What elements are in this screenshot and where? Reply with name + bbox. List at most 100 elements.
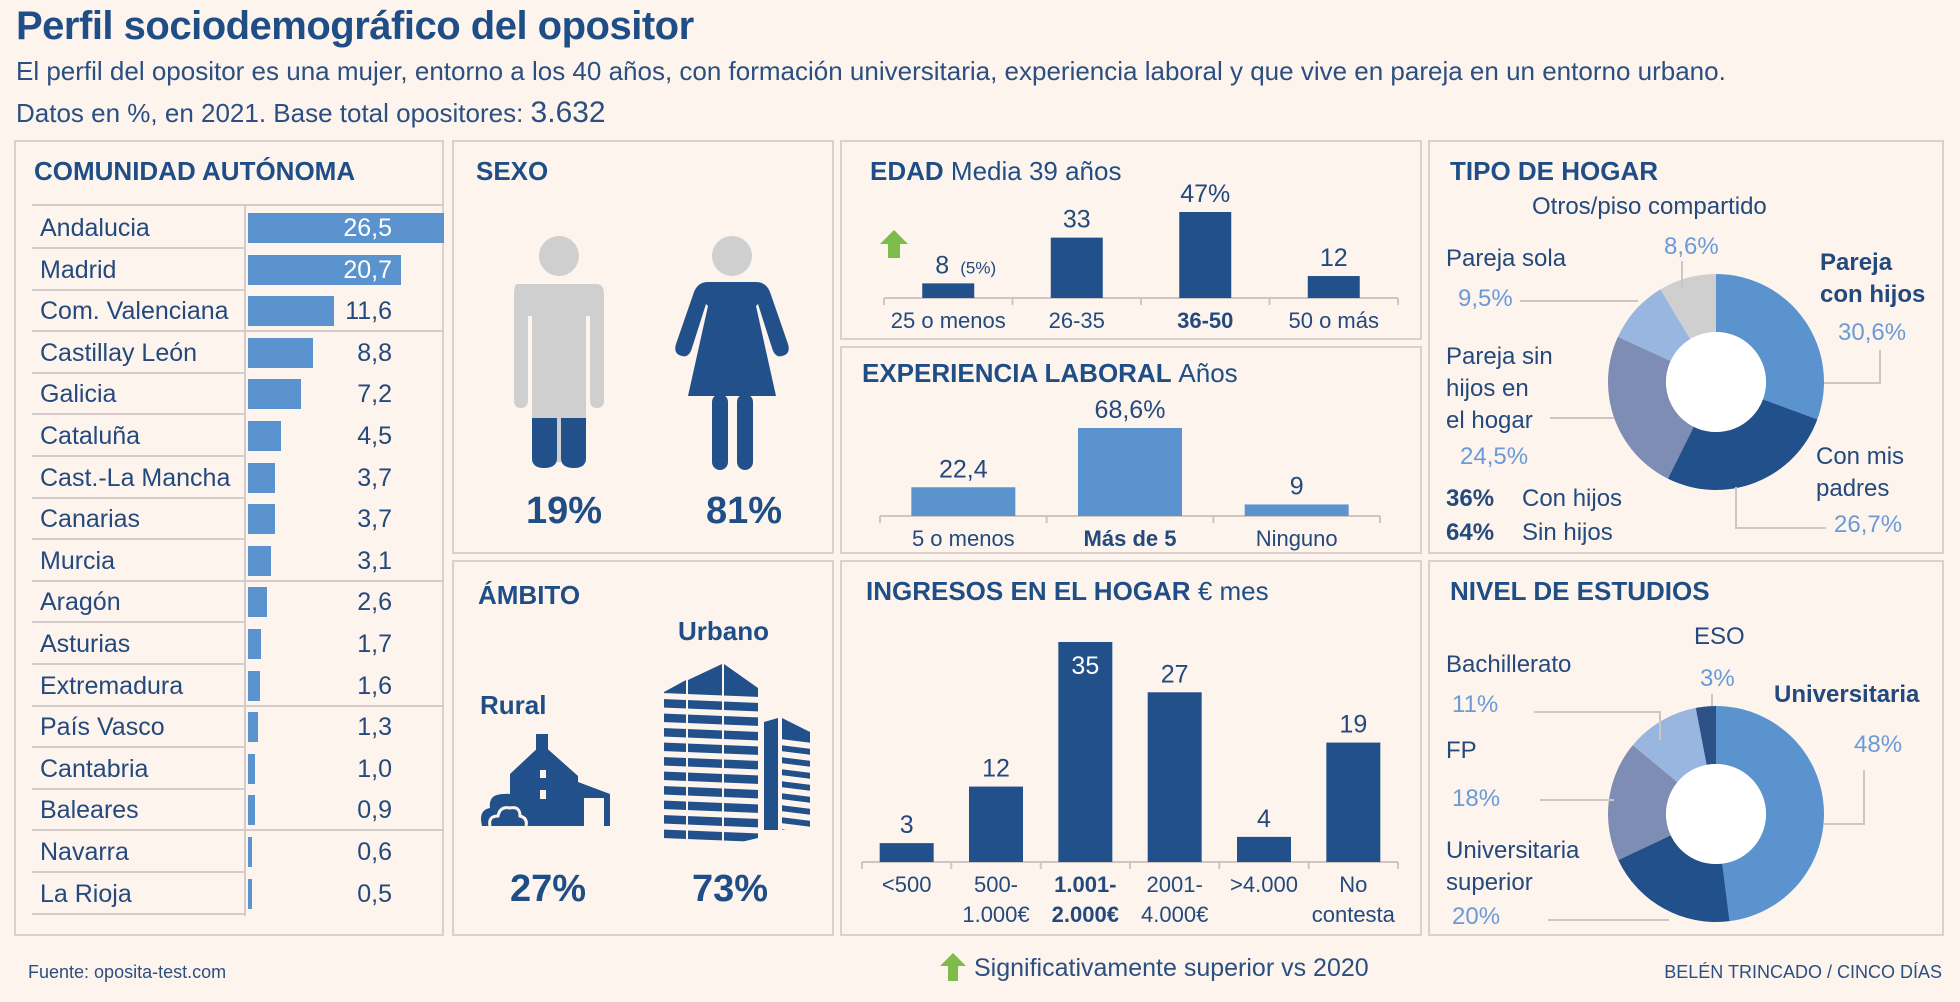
region-bar <box>248 670 260 701</box>
data-label: 19 <box>1339 711 1367 739</box>
divider <box>32 621 244 624</box>
experiencia-chart: 22,4 5 o menos 68,6% Más de 5 9 Ninguno <box>879 396 1381 551</box>
slice-name: Bachillerato <box>1446 651 1571 678</box>
data-note: Datos en %, en 2021. Base total opositor… <box>16 96 606 130</box>
pie-slice <box>1667 399 1818 490</box>
region-name: Canarias <box>40 505 141 534</box>
summary-percent: 36% <box>1446 485 1494 512</box>
divider <box>32 413 244 416</box>
region-bar <box>248 462 276 493</box>
panel-title: ÁMBITO <box>478 580 581 610</box>
bar <box>969 786 1023 862</box>
building-window-line <box>662 707 761 718</box>
data-label: 35 <box>1071 652 1099 680</box>
region-name: Galicia <box>40 380 117 409</box>
region-bar <box>248 795 255 826</box>
panel-title: TIPO DE HOGAR <box>1450 156 1659 186</box>
divider <box>32 787 244 790</box>
region-bar <box>248 296 334 327</box>
building-window-line <box>662 722 761 732</box>
region-row: Extremadura 1,6 <box>32 666 444 707</box>
data-label: 27 <box>1161 660 1189 688</box>
bar <box>1307 276 1360 298</box>
data-label-extra: (5%) <box>960 258 996 277</box>
slice-value: 48% <box>1854 731 1902 758</box>
divider <box>32 204 444 206</box>
slice-name: Con mis <box>1816 443 1904 470</box>
panel-experiencia: EXPERIENCIA LABORAL Años 22,4 5 o menos 68… <box>840 346 1422 554</box>
category-label: 2.000€ <box>1052 902 1119 927</box>
region-value: 8,8 <box>357 338 392 367</box>
building-window-line <box>662 693 761 703</box>
region-row: Castillay León 8,8 <box>32 333 444 374</box>
panel-ambito: ÁMBITO Urbano Rural 27% 73% <box>452 560 834 936</box>
building-window-line <box>779 799 813 809</box>
data-note-prefix: Datos en %, en 2021. Base total opositor… <box>16 98 531 128</box>
edad-chart: 8 (5%) 25 o menos 33 26-35 47% 36-50 12 50 o más <box>880 180 1399 333</box>
category-label: 26-35 <box>1049 308 1105 333</box>
data-label: 68,6% <box>1095 396 1166 424</box>
region-name: Extremadura <box>40 671 184 700</box>
divider <box>32 496 244 499</box>
divider <box>32 538 244 541</box>
panel-sexo: SEXO 19% 81% <box>452 140 834 554</box>
page-subtitle: El perfil del opositor es una mujer, ent… <box>16 56 1726 86</box>
donut-hole <box>1666 332 1766 432</box>
divider <box>244 579 444 582</box>
region-row: Com. Valenciana 11,6 <box>32 291 444 333</box>
region-row: Canarias 3,7 <box>32 499 444 541</box>
region-value: 1,3 <box>357 713 392 742</box>
legend-text: Significativamente superior vs 2020 <box>974 954 1369 982</box>
category-label: 1.001- <box>1054 872 1116 897</box>
slice-value: 30,6% <box>1838 319 1906 346</box>
slice-value: 3% <box>1700 665 1735 692</box>
divider <box>244 829 444 832</box>
divider <box>32 829 244 832</box>
region-name: País Vasco <box>40 713 165 742</box>
region-name: Navarra <box>40 838 129 866</box>
bar <box>1058 642 1113 862</box>
building-window-line <box>662 751 761 761</box>
pie-slice <box>1608 745 1678 860</box>
leader-line <box>1548 919 1669 921</box>
slice-name: Universitaria <box>1774 681 1920 708</box>
panel-title: NIVEL DE ESTUDIOS <box>1450 576 1710 606</box>
data-label: 8 <box>935 251 949 279</box>
slice-name: Pareja sola <box>1446 245 1567 272</box>
region-bar <box>248 337 314 368</box>
building-window-line <box>662 838 761 848</box>
edad-subtitle: Media 39 años <box>950 156 1122 186</box>
bar <box>922 283 975 298</box>
page-title: Perfil sociodemográfico del opositor <box>16 4 694 48</box>
region-bar <box>248 421 282 451</box>
region-bar <box>248 504 276 535</box>
divider <box>32 371 244 374</box>
category-label: 500- <box>974 872 1018 897</box>
region-bar <box>248 712 258 743</box>
slice-value: 11% <box>1452 691 1498 718</box>
building-window-line <box>779 751 813 761</box>
region-value: 0,6 <box>357 838 392 866</box>
region-row: Galicia 7,2 <box>32 374 444 416</box>
region-value: 2,6 <box>357 588 392 617</box>
region-bar <box>248 213 444 243</box>
building-window-line <box>779 823 813 833</box>
region-row: La Rioja 0,5 <box>32 874 444 915</box>
region-row: Murcia 3,1 <box>32 541 444 582</box>
region-value: 26,5 <box>343 214 392 242</box>
summary-label: Con hijos <box>1522 485 1622 512</box>
slice-value: 24,5% <box>1460 443 1528 470</box>
region-value: 3,7 <box>357 505 392 534</box>
data-label: 4 <box>1257 805 1271 833</box>
region-value: 0,9 <box>357 796 392 825</box>
building-window-line <box>779 775 813 785</box>
summary-label: Sin hijos <box>1522 519 1613 546</box>
experiencia-title: EXPERIENCIA LABORAL <box>862 358 1172 388</box>
building-window-line <box>662 823 761 834</box>
region-value: 20,7 <box>343 255 392 284</box>
divider <box>32 247 244 249</box>
divider <box>32 704 244 707</box>
divider <box>32 579 244 582</box>
category-label: 4.000€ <box>1141 902 1208 927</box>
category-label: 1.000€ <box>962 902 1029 927</box>
